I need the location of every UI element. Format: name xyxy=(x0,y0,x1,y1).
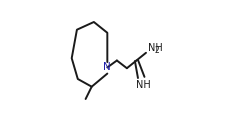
Text: NH: NH xyxy=(136,80,151,90)
Text: N: N xyxy=(103,62,111,72)
Text: NH: NH xyxy=(148,43,163,53)
Text: 2: 2 xyxy=(154,46,159,55)
